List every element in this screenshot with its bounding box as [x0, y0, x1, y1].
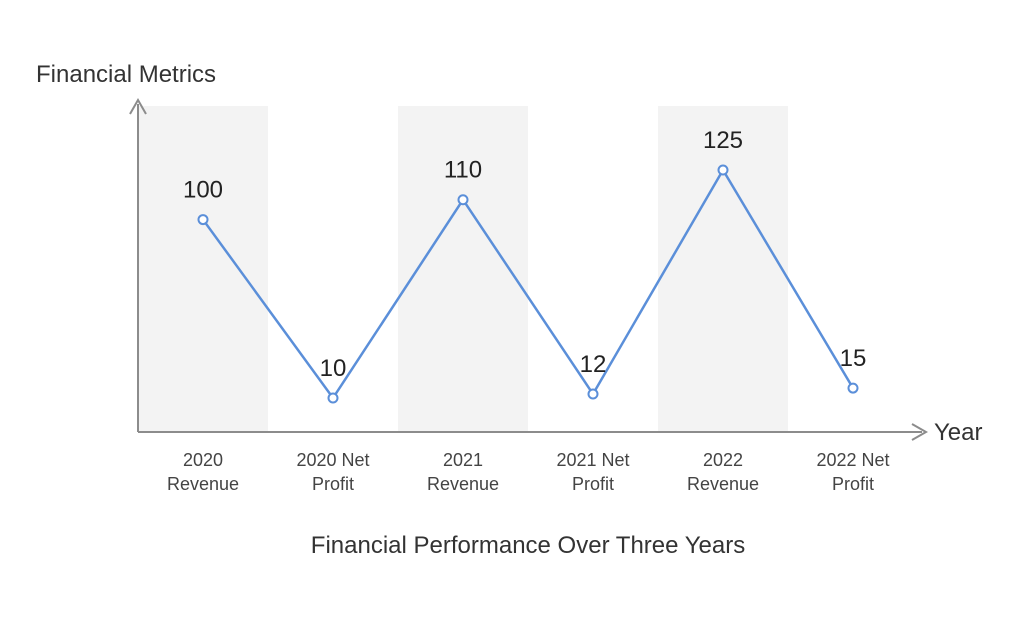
x-axis-arrowhead: [911, 423, 929, 441]
data-point: [197, 214, 209, 226]
x-axis-title: Year: [934, 419, 983, 446]
category-band: [138, 106, 268, 432]
data-label-layer: 100 10 110 12 125 15: [183, 127, 866, 382]
data-point: [847, 382, 859, 394]
data-label: 12: [580, 351, 607, 378]
series-layer: [197, 164, 859, 404]
axes: Financial Metrics Year: [36, 61, 983, 446]
data-point: [327, 392, 339, 404]
series-line: [201, 168, 855, 400]
x-tick-label: 2021 Revenue: [427, 450, 499, 494]
x-tick-label-line: Profit: [832, 474, 874, 494]
x-tick-label-line: Revenue: [687, 474, 759, 494]
x-tick-label-line: 2021 Net: [556, 450, 629, 470]
x-tick-label: 2021 Net Profit: [556, 450, 629, 494]
data-label: 125: [703, 127, 743, 154]
x-tick-label-line: 2022: [703, 450, 743, 470]
x-tick-label: 2022 Net Profit: [816, 450, 889, 494]
x-tick-label-line: Revenue: [167, 474, 239, 494]
data-label: 110: [444, 157, 482, 184]
category-band: [658, 106, 788, 432]
x-tick-label-line: 2021: [443, 450, 483, 470]
data-point: [457, 194, 469, 206]
data-label: 15: [840, 345, 867, 372]
x-tick-label-line: 2020 Net: [296, 450, 369, 470]
x-tick-label: 2020 Net Profit: [296, 450, 369, 494]
chart-title: Financial Performance Over Three Years: [311, 532, 745, 559]
data-label: 10: [320, 355, 347, 382]
category-band: [398, 106, 528, 432]
x-tick-label-line: Profit: [312, 474, 354, 494]
x-tick-label-line: 2020: [183, 450, 223, 470]
x-tick-label: 2020 Revenue: [167, 450, 239, 494]
y-axis-arrowhead: [129, 97, 147, 115]
data-label: 100: [183, 177, 223, 204]
data-point: [587, 388, 599, 400]
x-tick-label-line: Profit: [572, 474, 614, 494]
y-axis-title: Financial Metrics: [36, 61, 216, 88]
data-point: [717, 164, 729, 176]
band-layer: [138, 106, 788, 432]
x-tick-label: 2022 Revenue: [687, 450, 759, 494]
x-tick-label-line: 2022 Net: [816, 450, 889, 470]
x-tick-label-line: Revenue: [427, 474, 499, 494]
